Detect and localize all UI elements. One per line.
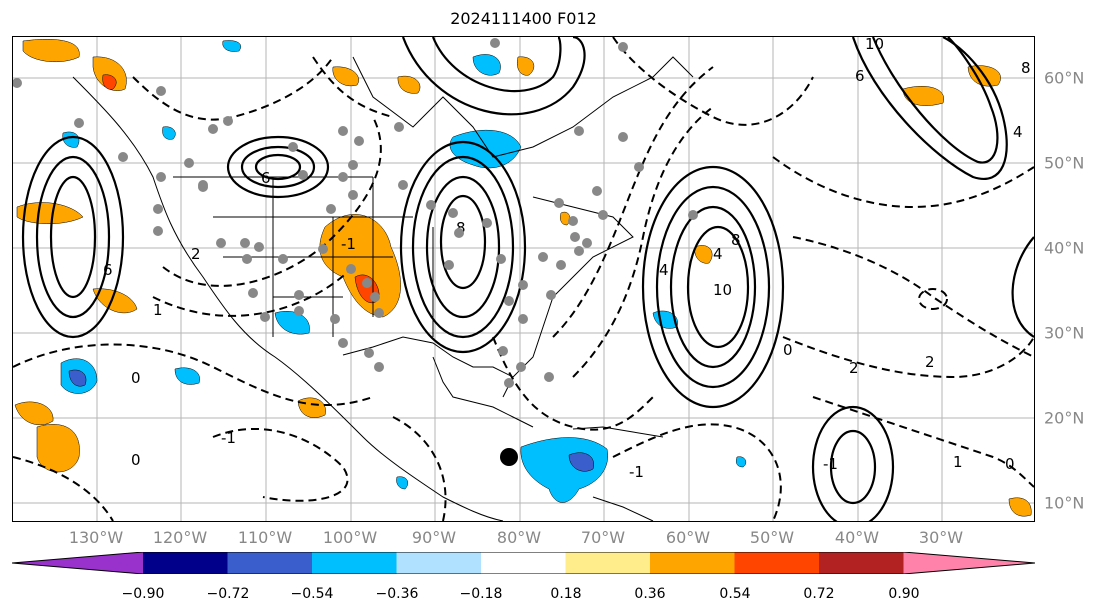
lon-label: 110°W [237,528,293,547]
colorbar-tick-label: −0.72 [206,586,250,602]
black-point-marker [500,448,518,466]
colorbar-segment [819,552,904,574]
contour-label: 2 [191,245,201,263]
colorbar-extension-low [12,552,143,574]
colorbar-extension-high [903,552,1035,574]
gray-point-markers [13,38,698,388]
contour-label: 4 [1013,123,1023,141]
contour-label: -1 [341,235,356,253]
lon-label: 120°W [152,528,208,547]
lat-label: 50°N [1044,153,1085,173]
contour-label: 4 [659,261,669,279]
lon-label: 80°W [496,528,542,547]
lon-label: 70°W [580,528,626,547]
contour-labels: 10 8 6 4 2 0 -1 2 6 8 10 4 0 -1 1 0 -1 1… [103,37,1031,481]
contour-label: -1 [823,455,838,473]
lat-label: 30°N [1044,323,1085,343]
contour-label: 8 [456,219,466,237]
contour-label: 2 [925,353,935,371]
colorbar-segment [734,552,820,574]
colorbar-tick-label: 0.72 [803,586,835,602]
colorbar-tick-label: 0.18 [550,586,582,602]
colorbar-tick-label: −0.18 [459,586,503,602]
lat-label: 20°N [1044,408,1085,428]
lon-label: 130°W [68,528,124,547]
dashed-contours [13,37,1034,521]
lat-label: 40°N [1044,238,1085,258]
map-panel: 10 8 6 4 2 0 -1 2 6 8 10 4 0 -1 1 0 -1 1… [12,36,1035,522]
contour-label: 0 [783,341,793,359]
contour-label: 1 [953,453,963,471]
positive-anomaly-shading [14,39,1032,517]
colorbar-tick-label: −0.90 [121,586,165,602]
colorbar-tick-label: 0.90 [888,586,920,602]
lon-label: 50°W [749,528,795,547]
colorbar [12,552,1035,574]
contour-label: 6 [855,67,865,85]
contour-label: 8 [731,231,741,249]
colorbar-tick-label: 0.36 [634,586,666,602]
lat-label: 60°N [1044,68,1085,88]
contour-label: -1 [629,463,644,481]
colorbar-tick-label: 0.54 [719,586,751,602]
lon-label: 60°W [665,528,711,547]
lon-label: 40°W [834,528,880,547]
lon-label: 30°W [918,528,964,547]
contour-label: 0 [131,451,141,469]
solid-contours [21,37,1034,521]
colorbar-segment [143,552,228,574]
lon-label: 100°W [322,528,378,547]
contour-label: 0 [131,369,141,387]
colorbar-segment [650,552,735,574]
lat-label: 10°N [1044,493,1085,513]
contour-label: 4 [713,245,723,263]
plot-title: 2024111400 F012 [450,9,597,28]
contour-label: 6 [103,261,113,279]
colorbar-segment [396,552,482,574]
colorbar-segment [227,552,313,574]
contour-label: 10 [865,37,884,53]
colorbar-segment [481,552,566,574]
contour-label: 10 [713,281,732,299]
colorbar-tick-label: −0.36 [375,586,419,602]
graticule [13,37,1034,521]
map-canvas: 10 8 6 4 2 0 -1 2 6 8 10 4 0 -1 1 0 -1 1… [13,37,1034,521]
colorbar-tick-label: −0.54 [290,586,334,602]
contour-label: 0 [1005,455,1015,473]
contour-label: -1 [221,429,236,447]
contour-label: 6 [261,169,271,187]
colorbar-segment [312,552,397,574]
contour-label: 1 [153,301,163,319]
colorbar-segment [565,552,651,574]
contour-label: 2 [849,359,859,377]
lon-label: 90°W [411,528,457,547]
contour-label: 8 [1021,59,1031,77]
